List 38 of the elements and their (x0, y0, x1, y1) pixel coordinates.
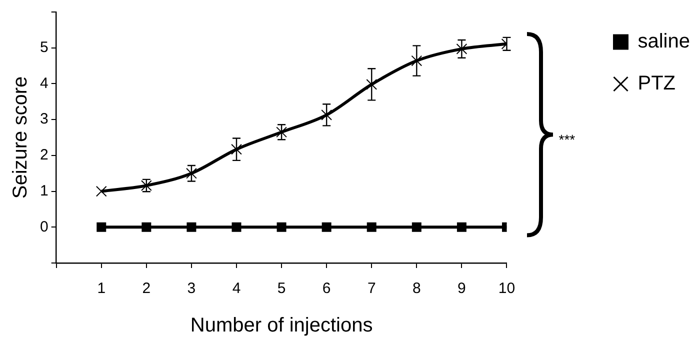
legend-label: PTZ (638, 72, 676, 95)
x-tick-label: 2 (142, 280, 151, 298)
point (96, 186, 107, 197)
point (276, 222, 286, 232)
y-tick-label: 2 (40, 146, 48, 164)
x-tick-label: 5 (277, 280, 286, 298)
y-tick-label: 1 (40, 182, 48, 200)
point (96, 222, 106, 232)
x-tick-label: 10 (498, 280, 516, 298)
point (186, 222, 196, 232)
point (142, 222, 152, 232)
x-tick-label: 8 (412, 280, 421, 298)
x-tick-label: 3 (187, 280, 196, 298)
x-tick-label: 1 (97, 280, 106, 298)
point (411, 55, 422, 66)
y-axis-title: Seizure score (10, 76, 32, 199)
point (366, 78, 378, 90)
point (186, 168, 197, 179)
point (456, 222, 466, 232)
text: *** (558, 131, 576, 148)
y-tick-label: 4 (40, 74, 48, 92)
x-tick-label: 6 (322, 280, 331, 298)
x-tick-label: 9 (458, 280, 466, 298)
point (366, 222, 376, 232)
point (232, 222, 242, 232)
x-tick-label: 4 (232, 280, 241, 298)
point (456, 43, 468, 54)
point (231, 144, 242, 155)
y-tick-label: 3 (40, 110, 48, 128)
point (321, 109, 332, 120)
x-tick-label: 7 (367, 280, 376, 298)
point (412, 222, 422, 232)
point (322, 222, 332, 232)
y-tick-label: 0 (40, 218, 48, 236)
legend-label: saline (638, 30, 690, 53)
y-tick-label: 5 (40, 39, 48, 56)
point (276, 126, 287, 138)
x-axis-title: Number of injections (190, 314, 373, 337)
